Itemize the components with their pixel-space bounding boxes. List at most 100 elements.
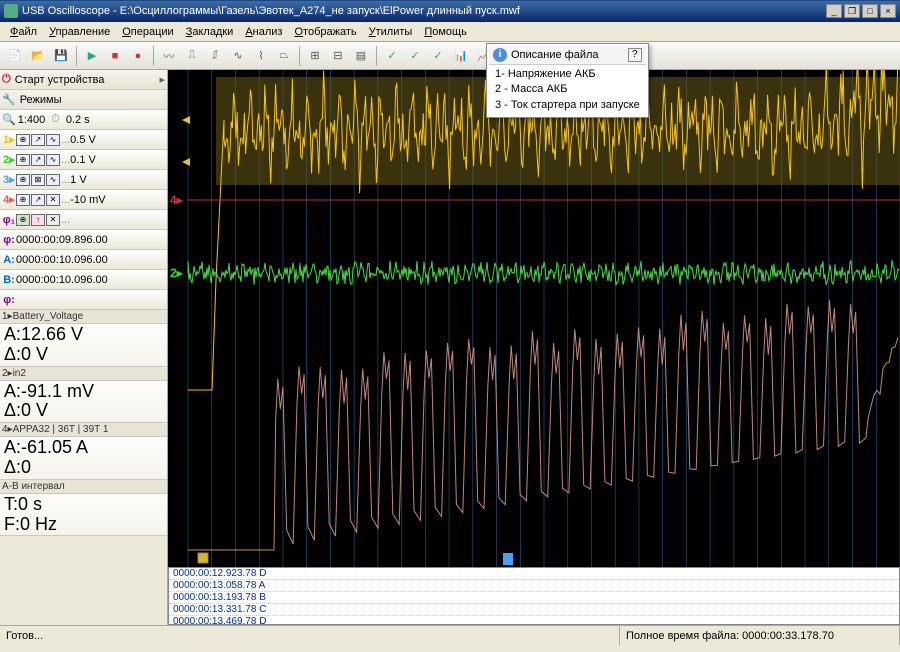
tooltip-title: Описание файла [511,49,599,61]
zoom-icon: 🔍 [2,113,16,126]
toolbar-stop-button[interactable]: ■ [104,45,126,67]
modes-row[interactable]: 🔧 Режимы [0,90,167,110]
main-area: ⏻ Старт устройства ▸ 🔧 Режимы 🔍 1:400 ⏱ … [0,70,900,625]
measurement-block-1[interactable]: 2▸in2A:-91.1 mVΔ:0 V [0,367,167,424]
svg-text:2▸: 2▸ [170,266,184,280]
phi-time-row[interactable]: φ: 0000:00:09.896.00 [0,230,167,250]
channel-3-row[interactable]: 3▸⊕⊠∿... 1 V [0,170,167,190]
b-time-row[interactable]: B: 0000:00:10.096.00 [0,270,167,290]
measurement-value: Δ:0 [4,458,163,478]
phi-time-value: 0000:00:09.896.00 [16,234,108,246]
measurement-value: Δ:0 V [4,345,163,365]
sidebar: ⏻ Старт устройства ▸ 🔧 Режимы 🔍 1:400 ⏱ … [0,70,168,625]
menubar: ФайлУправлениеОперацииЗакладкиАнализОтоб… [0,22,900,42]
channel-1-value: 0.5 V [70,134,96,146]
toolbar-chk1-button[interactable]: ✓ [381,45,403,67]
start-device-label: Старт устройства [15,74,105,86]
toolbar-chart1-button[interactable]: 📊 [450,45,472,67]
time-icon: ⏱ [51,113,60,126]
toolbar-wave3-button[interactable]: ⎎ [204,45,226,67]
toolbar-mode3-button[interactable]: ▤ [350,45,372,67]
toolbar-wave2-button[interactable]: ⎍ [181,45,203,67]
timestamp-row[interactable]: 0000:00:13.469.78 D [169,616,899,625]
modes-label: Режимы [20,94,62,106]
menu-анализ[interactable]: Анализ [239,24,288,40]
measurement-block-3[interactable]: A-B интервалT:0 sF:0 Hz [0,480,167,537]
menu-закладки[interactable]: Закладки [180,24,240,40]
toolbar-rec-button[interactable]: ● [127,45,149,67]
status-full-time: Полное время файла: 0000:00:33.178.70 [620,626,900,645]
menu-управление[interactable]: Управление [43,24,116,40]
channel-4-value: -10 mV [70,194,105,206]
help-button[interactable]: ? [628,48,642,62]
channel-4-row[interactable]: 4▸⊕↗✕... -10 mV [0,190,167,210]
maximize-button[interactable]: □ [862,4,878,18]
tooltip-line: 2 - Масса АКБ [495,82,640,97]
minimize-button[interactable]: _ [826,4,842,18]
measurement-block-0[interactable]: 1▸Battery_VoltageA:12.66 VΔ:0 V [0,310,167,367]
toolbar: 📄📂💾▶■●〰⎍⎎∿⌇⏢⊞⊟▤✓✓✓📊📈⚙⋮ [0,42,900,70]
power-icon: ⏻ [2,73,11,86]
titlebar: USB Oscilloscope - E:\Осциллограммы\Газе… [0,0,900,22]
toolbar-new-button[interactable]: 📄 [4,45,26,67]
phi-blank-row[interactable]: φ: [0,290,167,310]
file-description-tooltip: i Описание файла ? 1- Напряжение АКБ2 - … [486,43,649,118]
channel-1-row[interactable]: 1▸⊕↗∿... 0.5 V [0,130,167,150]
measurement-value: A:-91.1 mV [4,382,163,402]
measurement-value: T:0 s [4,495,163,515]
timestamp-row[interactable]: 0000:00:13.331.78 C [169,604,899,616]
toolbar-chk2-button[interactable]: ✓ [404,45,426,67]
measurement-value: A:12.66 V [4,325,163,345]
app-icon [4,4,18,18]
measurement-header-2: 4▸APPA32 | 36T | 39T 1 [0,423,167,437]
close-button[interactable]: × [880,4,896,18]
channel-3-value: 1 V [70,174,87,186]
restore-button[interactable]: ❐ [844,4,860,18]
wrench-icon: 🔧 [2,93,16,106]
toolbar-wave5-button[interactable]: ⌇ [250,45,272,67]
tooltip-line: 1- Напряжение АКБ [495,67,640,82]
tooltip-line: 3 - Ток стартера при запуске [495,98,640,113]
measurement-block-2[interactable]: 4▸APPA32 | 36T | 39T 1A:-61.05 AΔ:0 [0,423,167,480]
a-time-value: 0000:00:10.096.00 [16,254,108,266]
toolbar-wave1-button[interactable]: 〰 [158,45,180,67]
toolbar-play-button[interactable]: ▶ [81,45,103,67]
menu-утилиты[interactable]: Утилиты [363,24,419,40]
menu-операции[interactable]: Операции [116,24,179,40]
measurement-value: A:-61.05 A [4,438,163,458]
status-ready: Готов... [0,626,620,645]
start-device-row[interactable]: ⏻ Старт устройства ▸ [0,70,167,90]
scale-row[interactable]: 🔍 1:400 ⏱ 0.2 s [0,110,167,130]
phi1-row[interactable]: φ₁ ⊕ ↑ ✕ ... [0,210,167,230]
toolbar-mode2-button[interactable]: ⊟ [327,45,349,67]
chevron-right-icon: ▸ [159,73,165,86]
scope-canvas[interactable]: 2▸ 4▸ [168,70,900,567]
measurement-value: Δ:0 V [4,401,163,421]
window-title: USB Oscilloscope - E:\Осциллограммы\Газе… [22,5,826,17]
channel-2-value: 0.1 V [70,154,96,166]
timestamp-list[interactable]: 0000:00:12.923.78 D0000:00:13.058.78 A00… [168,567,900,625]
timestamp-row[interactable]: 0000:00:13.058.78 A [169,580,899,592]
menu-отображать[interactable]: Отображать [288,24,362,40]
toolbar-wave4-button[interactable]: ∿ [227,45,249,67]
toolbar-open-button[interactable]: 📂 [27,45,49,67]
svg-text:4▸: 4▸ [170,193,184,207]
zoom-value: 1:400 [18,114,46,126]
menu-файл[interactable]: Файл [4,24,43,40]
timestamp-row[interactable]: 0000:00:13.193.78 B [169,592,899,604]
measurement-header-1: 2▸in2 [0,367,167,381]
toolbar-wave6-button[interactable]: ⏢ [273,45,295,67]
b-time-value: 0000:00:10.096.00 [16,274,108,286]
measurement-header-0: 1▸Battery_Voltage [0,310,167,324]
info-icon: i [493,48,507,62]
menu-помощь[interactable]: Помощь [418,24,473,40]
channel-2-row[interactable]: 2▸⊕↗∿... 0.1 V [0,150,167,170]
toolbar-mode1-button[interactable]: ⊞ [304,45,326,67]
toolbar-save-button[interactable]: 💾 [50,45,72,67]
timestamp-row[interactable]: 0000:00:12.923.78 D [169,568,899,580]
time-scale-value: 0.2 s [66,114,90,126]
toolbar-chk3-button[interactable]: ✓ [427,45,449,67]
statusbar: Готов... Полное время файла: 0000:00:33.… [0,625,900,645]
measurement-value: F:0 Hz [4,515,163,535]
a-time-row[interactable]: A: 0000:00:10.096.00 [0,250,167,270]
